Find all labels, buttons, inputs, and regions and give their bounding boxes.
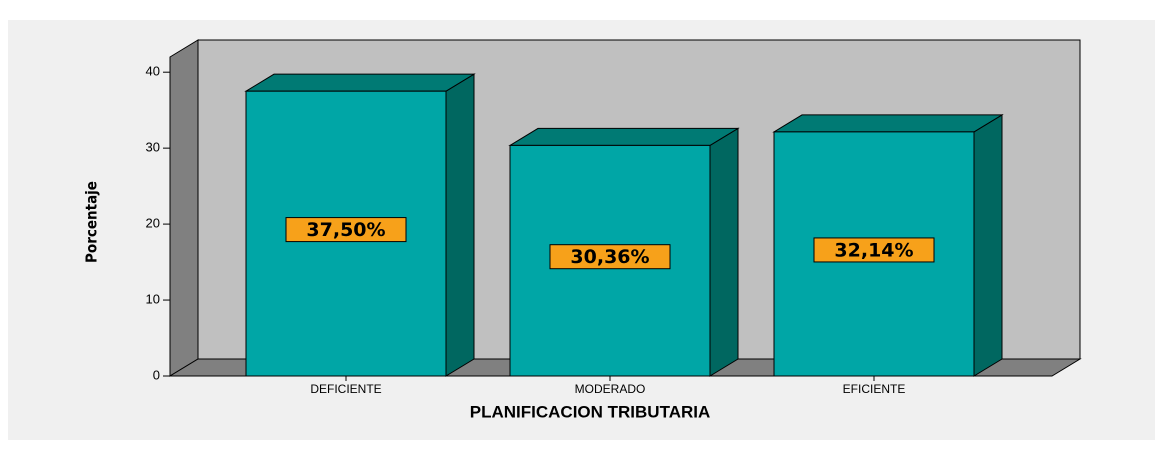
side-wall [169,39,199,377]
x-tick-label: EFICIENTE [843,382,906,396]
x-tick-label: MODERADO [575,382,646,396]
y-tick-label: 40 [146,64,160,79]
value-label-box [813,237,935,263]
bar-side [709,127,739,377]
x-tick-label: DEFICIENTE [310,382,381,396]
value-label-box [285,217,407,243]
value-label: 30,36% [570,246,649,268]
y-axis-title: Porcentaje [83,181,101,263]
value-label-box [549,244,671,270]
bar-top [244,73,476,92]
y-tick-label: 30 [146,140,160,155]
value-label: 32,14% [834,239,913,261]
bar-side [973,114,1003,377]
y-tick-label: 0 [153,367,160,382]
bar-side [445,73,475,377]
value-label: 37,50% [306,219,385,241]
bar-top [772,114,1004,133]
x-axis-title: PLANIFICACION TRIBUTARIA [470,402,711,421]
bar-top [508,127,740,146]
y-tick-label: 20 [146,216,160,231]
y-tick-label: 10 [146,291,160,306]
